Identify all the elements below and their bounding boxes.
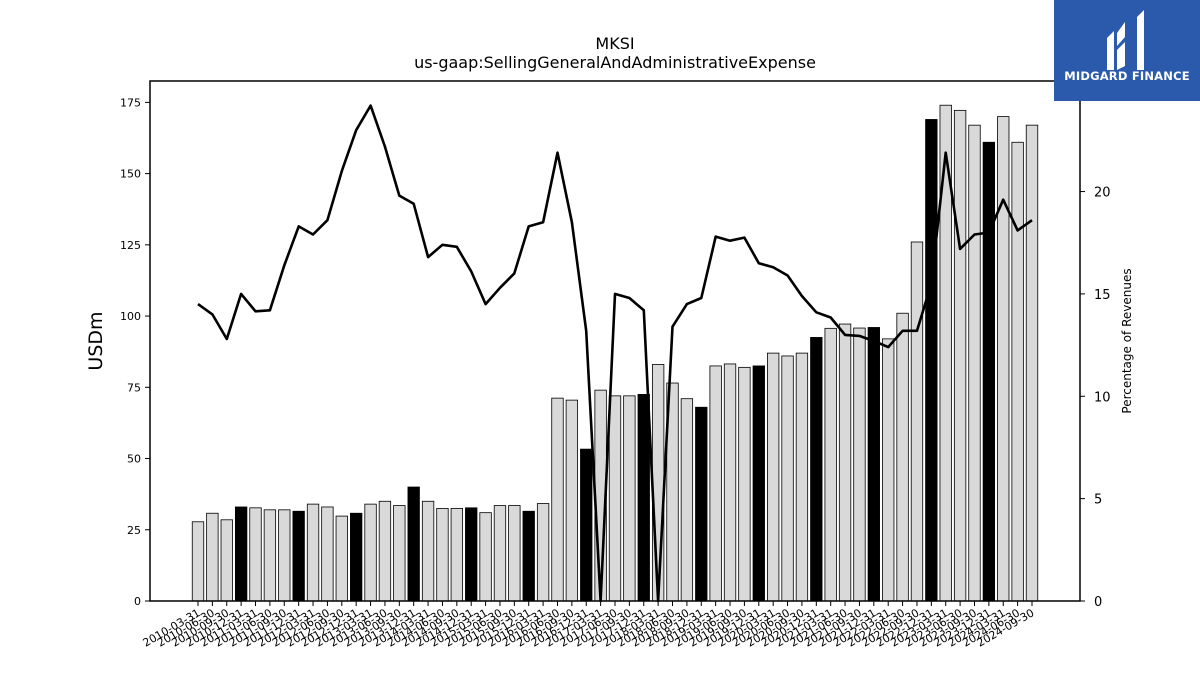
bar-2011-12-31	[292, 510, 305, 602]
bar-2016-06-30	[551, 397, 564, 602]
y2-axis-label: Percentage of Revenues	[1120, 268, 1134, 413]
bar-2024-03-31	[997, 116, 1010, 602]
bar-2012-06-30	[321, 506, 334, 602]
y-tick-label: 150	[120, 168, 141, 181]
bar-2012-09-30	[335, 515, 348, 602]
bar-2019-03-31	[709, 365, 722, 602]
y2-tick-label: 20	[1094, 186, 1111, 201]
bar-2023-12-31	[982, 141, 996, 602]
bar-2015-09-30	[508, 505, 521, 602]
y-tick-label: 175	[120, 96, 141, 109]
bar-2018-03-31	[651, 364, 665, 602]
bar-2013-03-31	[364, 503, 377, 602]
bar-2020-09-30	[795, 352, 809, 602]
bar-2010-06-30	[206, 512, 219, 602]
y2-tick-label: 5	[1094, 493, 1102, 508]
bar-2018-09-30	[680, 398, 694, 602]
logo: MIDGARD FINANCE	[1054, 0, 1200, 101]
bar-2022-06-30	[896, 312, 909, 602]
bar-2016-03-31	[536, 503, 550, 602]
y-tick-label: 100	[120, 310, 141, 323]
y-tick-label: 0	[134, 595, 141, 608]
y2-tick-label: 0	[1094, 595, 1102, 610]
logo-text: MIDGARD FINANCE	[1064, 69, 1190, 83]
bar-2022-03-31	[882, 338, 895, 602]
bar-2010-03-31	[191, 521, 205, 602]
bar-2021-12-31	[867, 327, 880, 602]
bar-2024-06-30	[1011, 141, 1024, 602]
bar-2021-09-30	[853, 327, 866, 602]
y-axis-right: 0 5 10 15 20	[1080, 186, 1111, 610]
bar-2014-09-30	[450, 507, 463, 602]
bar-2019-12-31	[752, 365, 765, 602]
y-tick-label: 50	[127, 453, 141, 466]
bar-2011-06-30	[263, 509, 277, 602]
bar-2013-09-30	[393, 505, 406, 602]
bar-2023-09-30	[968, 124, 981, 602]
bar-2014-06-30	[436, 507, 449, 602]
bar-2022-12-31	[925, 119, 938, 602]
bar-2018-12-31	[695, 406, 708, 602]
bar-series	[191, 104, 1039, 602]
y-tick-label: 75	[127, 381, 141, 394]
bar-2013-12-31	[407, 486, 420, 602]
y2-tick-label: 15	[1094, 288, 1111, 303]
bar-2016-09-30	[565, 399, 579, 602]
bar-2024-09-30	[1025, 124, 1039, 602]
bar-2023-06-30	[953, 109, 967, 602]
bar-2022-09-30	[910, 241, 924, 602]
bar-2020-06-30	[781, 355, 794, 602]
bar-2016-12-31	[580, 448, 593, 602]
bar-2011-03-31	[249, 507, 262, 602]
bar-2010-12-31	[234, 506, 248, 602]
bar-2011-09-30	[278, 509, 291, 602]
bar-2013-06-30	[378, 500, 392, 602]
chart-title: MKSI	[595, 34, 634, 53]
bar-2012-03-31	[306, 503, 320, 602]
y-axis-left: 0 25 50 75 100 125 150 175	[120, 96, 150, 608]
bar-2015-03-31	[479, 512, 492, 602]
logo-mark-icon	[1107, 10, 1144, 70]
bar-2017-06-30	[608, 395, 622, 602]
bar-2020-12-31	[810, 337, 823, 602]
bar-2012-12-31	[350, 512, 363, 602]
pct-line	[197, 104, 1033, 603]
y-tick-label: 25	[127, 524, 141, 537]
chart-subtitle: us-gaap:SellingGeneralAndAdministrativeE…	[414, 53, 816, 72]
y-axis-label: USDm	[85, 311, 107, 370]
bar-2019-06-30	[723, 363, 737, 602]
bar-2020-03-31	[767, 352, 780, 602]
bar-2019-09-30	[738, 366, 751, 602]
y2-tick-label: 10	[1094, 390, 1111, 405]
bar-2014-12-31	[465, 507, 478, 602]
bar-2021-03-31	[824, 327, 837, 602]
pct-line-series	[197, 104, 1033, 603]
bar-2017-09-30	[623, 395, 636, 602]
bar-2014-03-31	[421, 500, 435, 602]
bar-2015-06-30	[493, 505, 507, 602]
bar-2017-12-31	[637, 394, 650, 602]
bar-2010-09-30	[220, 519, 233, 602]
x-axis: 2010-03-312010-06-302010-09-302010-12-31…	[141, 601, 1037, 650]
bar-2015-12-31	[522, 510, 535, 602]
bar-2021-06-30	[838, 323, 852, 602]
y-tick-label: 125	[120, 239, 141, 252]
